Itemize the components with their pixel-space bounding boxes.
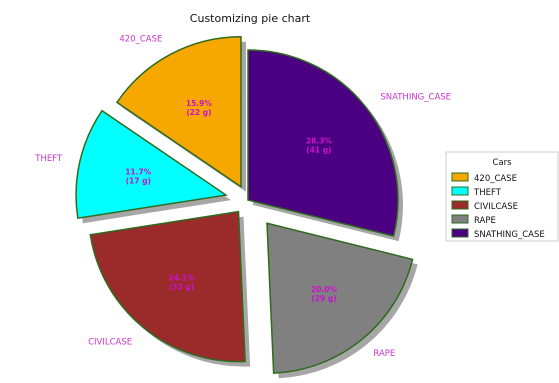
category-label-civilcase: CIVILCASE [88,338,132,348]
category-label-420-case: 420_CASE [119,34,162,44]
legend-items: 420_CASE THEFT CIVILCASE RAPE SNATHING_CASE [451,172,545,240]
legend-swatch-420-case [451,172,469,182]
legend: Cars 420_CASE THEFT CIVILCASE RAPE SNATHING_… [445,151,559,242]
category-label-snathing-case: SNATHING_CASE [380,93,451,103]
percent-label-civilcase: 24.1% [168,273,195,282]
chart-title: Customizing pie chart [190,12,311,25]
legend-swatch-snathing-case [451,228,469,238]
legend-label-snathing-case: SNATHING_CASE [474,230,545,240]
percent-label-420-case: 15.9% [186,99,213,108]
slice-labels: 15.9%(22 g) 420_CASE 11.7%(17 g) THEFT 24.1%… [34,34,451,359]
value-label-snathing-case: (41 g) [306,146,331,155]
legend-frame [445,151,559,242]
slice-civilcase [89,210,246,363]
slice-theft [75,109,229,220]
percent-label-snathing-case: 28.3% [306,137,333,146]
legend-label-rape: RAPE [474,216,496,226]
value-label-civilcase: (33 g) [169,282,194,291]
category-label-theft: THEFT [34,154,63,164]
legend-label-420-case: 420_CASE [474,174,517,184]
legend-title: Cars [492,158,512,168]
legend-label-civilcase: CIVILCASE [474,202,518,212]
value-label-420-case: (22 g) [186,108,211,117]
slice-rape [266,222,414,374]
legend-swatch-civilcase [451,200,469,210]
slice-420-case [115,35,242,189]
value-label-theft: (17 g) [126,176,151,185]
legend-swatch-rape [451,214,469,224]
value-label-rape: (29 g) [311,294,336,303]
percent-label-theft: 11.7% [125,167,152,176]
pie-slices [75,35,414,374]
legend-swatch-theft [451,186,469,196]
slice-snathing-case [247,49,399,238]
percent-label-rape: 20.0% [311,285,338,294]
legend-label-theft: THEFT [473,188,502,198]
category-label-rape: RAPE [373,349,395,359]
